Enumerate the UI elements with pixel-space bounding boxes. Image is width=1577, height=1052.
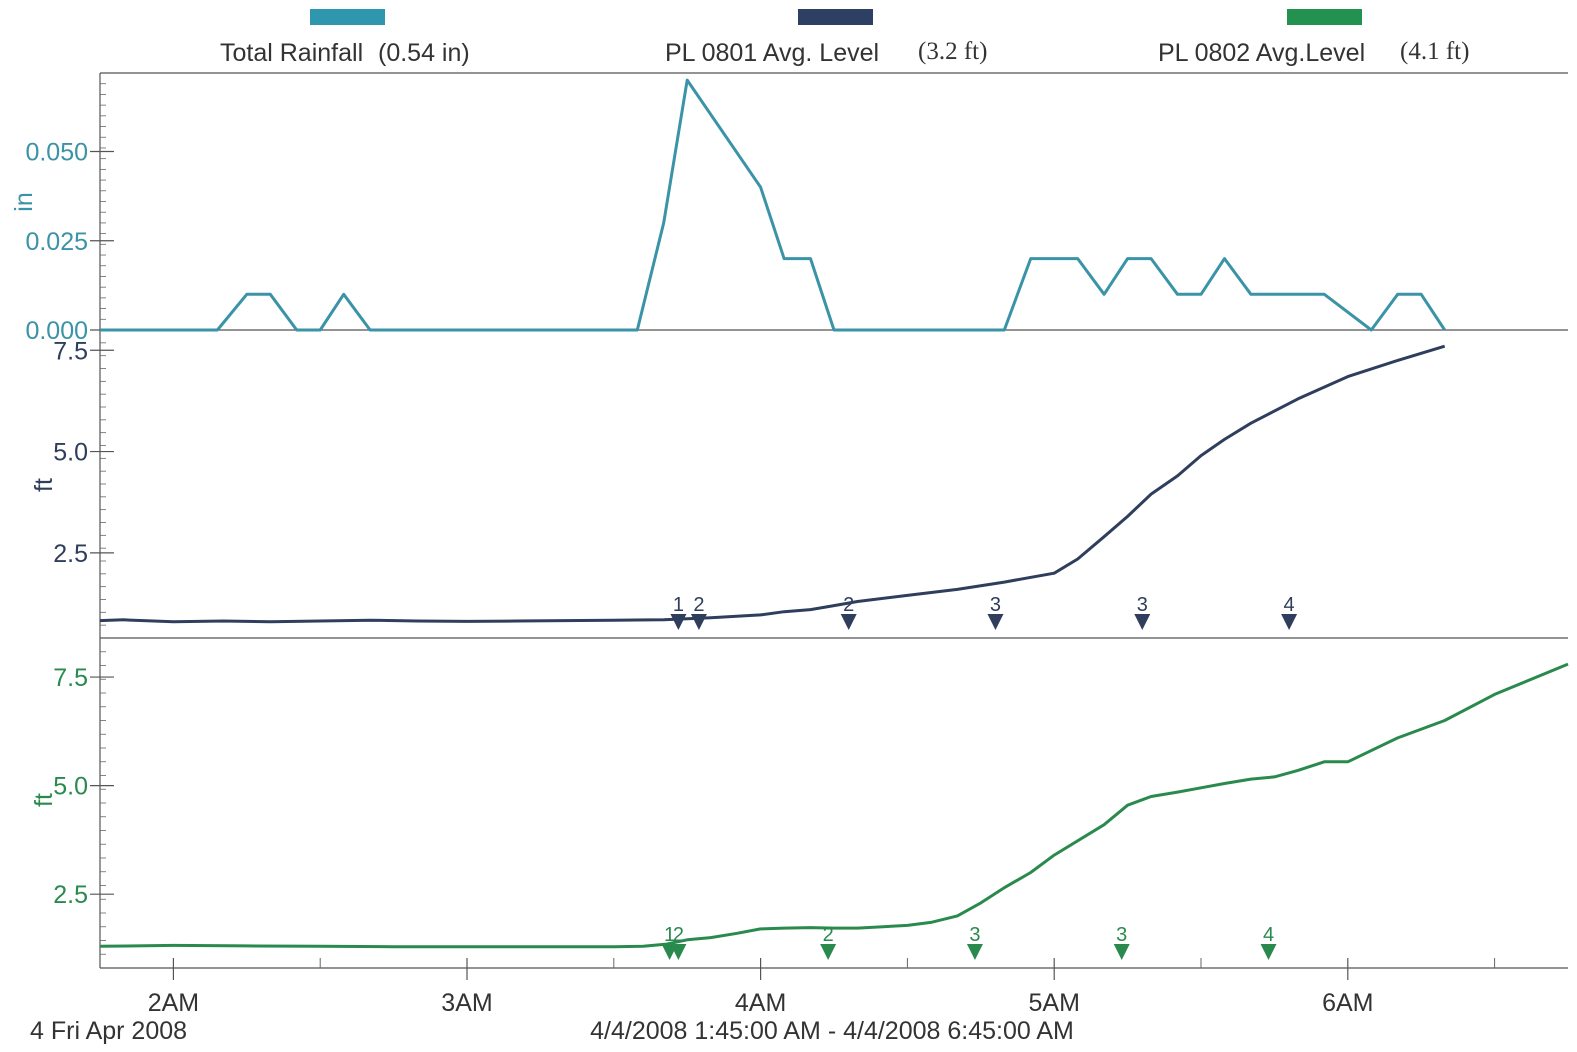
legend-swatch-rainfall: [310, 9, 385, 25]
y-axis-label-pl0802: ft: [30, 793, 58, 807]
y-tick-label: 0.000: [25, 317, 88, 345]
x-tick-label: 6AM: [1322, 989, 1373, 1017]
event-marker-pl0802: [1113, 944, 1130, 960]
event-marker-label: 2: [823, 924, 834, 946]
y-axis-label-pl0801: ft: [30, 478, 58, 492]
event-marker-pl0802: [1260, 944, 1277, 960]
event-marker-pl0801: [670, 614, 687, 630]
legend-value-rainfall: (0.54 in): [378, 39, 470, 67]
legend: Total Rainfall (0.54 in) PL 0801 Avg. Le…: [220, 9, 1469, 67]
event-marker-label: 3: [1137, 594, 1148, 616]
event-marker-pl0802: [966, 944, 983, 960]
panel-frames: [99, 72, 1568, 969]
y-tick-label: 0.050: [25, 139, 88, 167]
event-marker-pl0801: [690, 614, 707, 630]
range-label: 4/4/2008 1:45:00 AM - 4/4/2008 6:45:00 A…: [590, 1017, 1074, 1045]
x-tick-label: 3AM: [441, 989, 492, 1017]
marker-layer: 1 2 2 3 3 412 2 3 3 4: [661, 594, 1298, 960]
y-tick-label: 2.5: [53, 540, 88, 568]
legend-label-pl0802: PL 0802 Avg.Level: [1158, 39, 1365, 67]
y-tick-label: 0.025: [25, 228, 88, 256]
series-layer: [99, 78, 1569, 949]
event-marker-label: 4: [1284, 594, 1295, 616]
series-line-pl0801: [99, 344, 1446, 624]
event-marker-pl0802: [820, 944, 837, 960]
event-marker-label: 2: [843, 594, 854, 616]
y-tick-label: 7.5: [53, 337, 88, 365]
y-axis-label-rainfall: in: [10, 192, 38, 211]
event-marker-label: 2: [673, 924, 684, 946]
event-marker-pl0801: [1281, 614, 1298, 630]
x-tick-label: 4AM: [735, 989, 786, 1017]
legend-label-rainfall: Total Rainfall: [220, 39, 363, 67]
event-marker-label: 3: [969, 924, 980, 946]
event-marker-label: 4: [1263, 924, 1274, 946]
x-axis: 2AM 3AM 4AM 5AM 6AM: [148, 958, 1496, 1017]
event-marker-label: 3: [990, 594, 1001, 616]
event-marker-label: 3: [1116, 924, 1127, 946]
series-line-pl0802: [99, 662, 1569, 949]
date-label: 4 Fri Apr 2008: [30, 1017, 187, 1045]
y-tick-label: 5.0: [53, 773, 88, 801]
legend-swatch-pl0801: [798, 9, 873, 25]
x-tick-label: 2AM: [148, 989, 199, 1017]
legend-swatch-pl0802: [1287, 9, 1362, 25]
y-tick-label: 5.0: [53, 439, 88, 467]
legend-value-pl0801: (3.2 ft): [918, 38, 987, 65]
event-marker-pl0801: [1134, 614, 1151, 630]
series-line-rainfall: [100, 78, 1446, 332]
event-marker-label: 1: [673, 594, 684, 616]
event-marker-label: 1: [664, 924, 675, 946]
x-tick-label: 5AM: [1028, 989, 1079, 1017]
y-tick-label: 7.5: [53, 664, 88, 692]
y-tick-label: 2.5: [53, 881, 88, 909]
legend-value-pl0802: (4.1 ft): [1400, 38, 1469, 65]
legend-label-pl0801: PL 0801 Avg. Level: [665, 39, 879, 67]
event-marker-pl0802: [670, 944, 687, 960]
event-marker-pl0801: [840, 614, 857, 630]
event-marker-pl0801: [987, 614, 1004, 630]
y-axes: 0.000 0.025 0.050 2.5 5.0 7.5 2.5 5.0 7.5: [25, 83, 114, 955]
event-marker-label: 2: [693, 594, 704, 616]
